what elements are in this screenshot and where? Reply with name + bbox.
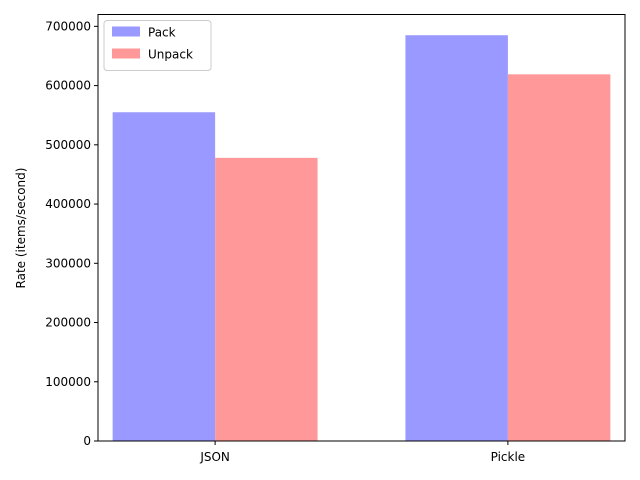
x-tick-label: JSON bbox=[199, 450, 230, 464]
y-tick-label: 400000 bbox=[45, 197, 91, 211]
legend-label-unpack: Unpack bbox=[148, 48, 193, 62]
legend: Pack Unpack bbox=[103, 20, 212, 71]
y-tick-label: 600000 bbox=[45, 79, 91, 93]
plot-frame bbox=[97, 14, 626, 442]
y-tick-label: 500000 bbox=[45, 138, 91, 152]
y-axis-label: Rate (items/second) bbox=[14, 168, 28, 289]
legend-swatch-unpack bbox=[112, 48, 140, 59]
y-tick-label: 300000 bbox=[45, 256, 91, 270]
bar-unpack-json bbox=[215, 157, 318, 442]
y-tick-label: 700000 bbox=[45, 19, 91, 33]
y-tick-label: 100000 bbox=[45, 375, 91, 389]
y-tick-label: 200000 bbox=[45, 316, 91, 330]
x-axis: JSON Pickle bbox=[199, 441, 525, 464]
x-tick-label: Pickle bbox=[491, 450, 526, 464]
legend-label-pack: Pack bbox=[148, 26, 176, 40]
y-axis: 0 100000 200000 300000 400000 500000 600000 700… bbox=[45, 19, 98, 448]
y-tick-label: 0 bbox=[83, 434, 91, 448]
bars-layer bbox=[112, 35, 611, 442]
legend-swatch-pack bbox=[112, 26, 140, 37]
bar-pack-json bbox=[112, 112, 216, 441]
bar-unpack-pickle bbox=[507, 74, 611, 441]
bar-pack-pickle bbox=[405, 35, 508, 442]
